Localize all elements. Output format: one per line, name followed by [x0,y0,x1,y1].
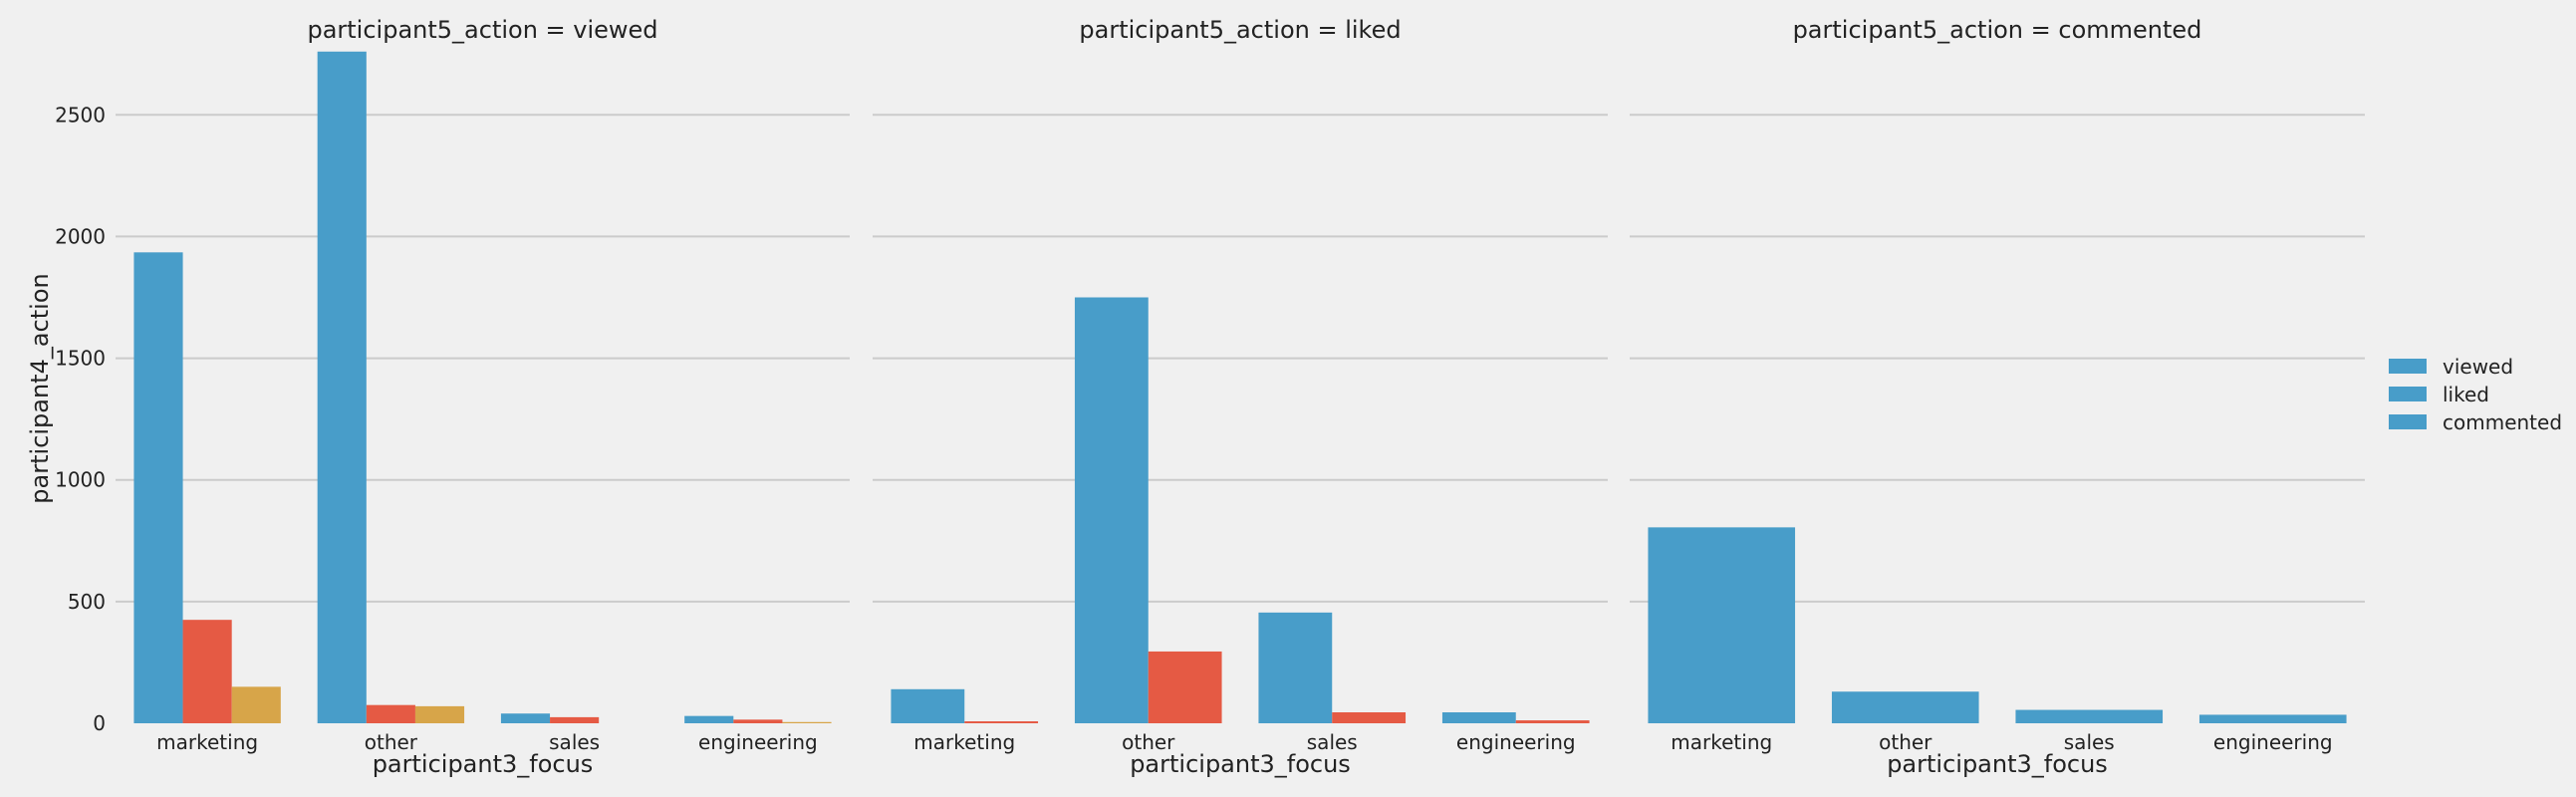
y-tick-label: 2000 [55,224,106,248]
bar [366,704,415,723]
legend-label: commented [2443,410,2562,434]
y-tick-label: 1000 [55,468,106,492]
y-tick-label: 2500 [55,103,106,127]
bar [782,721,832,723]
x-axis-label: participant3_focus [373,750,594,778]
bar [2015,709,2164,723]
legend-swatch [2389,414,2427,429]
x-tick-label: sales [1307,730,1358,754]
x-tick-label: engineering [2213,730,2333,754]
bar [414,705,465,723]
legend-label: viewed [2443,355,2513,379]
facet-panel: participant5_action = liked marketing othe… [873,16,1608,778]
facet-panels: participant5_action = viewed marketing oth… [116,16,2365,778]
bar [684,715,734,723]
bar [133,252,183,724]
bar [1441,712,1516,723]
y-tick-label: 1500 [55,347,106,371]
x-tick-label: engineering [1456,730,1576,754]
panel-title: participant5_action = viewed [307,16,657,44]
legend-label: liked [2443,383,2489,406]
bar [2198,714,2347,723]
bar [1148,651,1222,723]
y-axis: 0 500 1000 1500 2000 2500 [55,103,106,735]
facet-panel: participant5_action = viewed marketing oth… [116,16,850,778]
y-axis-label: participant4_action [26,273,54,503]
y-tick-label: 0 [93,711,106,735]
x-tick-label: engineering [698,730,818,754]
legend-swatch [2389,359,2427,374]
bar [182,620,232,723]
bar [317,51,367,724]
bar [231,686,281,723]
bar [733,719,783,723]
bar [1258,612,1333,723]
x-axis-label: participant3_focus [1130,750,1351,778]
panel-title: participant5_action = commented [1793,16,2202,44]
x-axis-label: participant3_focus [1887,750,2108,778]
bar [964,721,1039,723]
x-tick-label: other [365,730,418,754]
panel-title: participant5_action = liked [1079,16,1401,44]
x-tick-label: other [1879,730,1932,754]
bar [891,688,965,723]
x-tick-label: other [1122,730,1175,754]
bar [1648,527,1796,723]
y-tick-label: 500 [68,590,106,614]
facet-panel: participant5_action = commented marketing… [1630,16,2365,778]
bar [1831,691,1979,723]
legend: viewed liked commented [2389,355,2562,434]
bar [1332,712,1407,723]
x-tick-label: marketing [156,730,258,754]
legend-swatch [2389,387,2427,401]
bar [1074,297,1149,723]
x-tick-label: marketing [1671,730,1772,754]
x-tick-label: sales [549,730,600,754]
bar [550,716,600,723]
x-tick-label: marketing [913,730,1015,754]
x-tick-label: sales [2064,730,2115,754]
bar [1515,720,1590,723]
bar [500,713,551,723]
